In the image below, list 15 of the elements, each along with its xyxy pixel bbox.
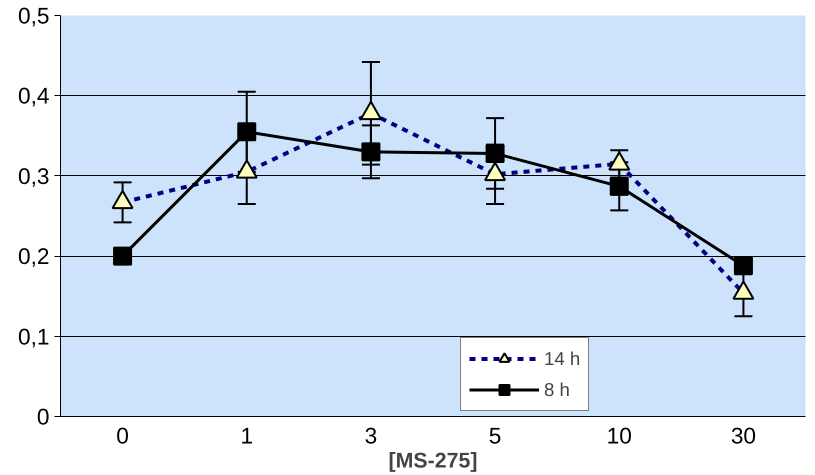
y-tick-label: 0,5 bbox=[18, 2, 50, 28]
x-axis-title: [MS-275] bbox=[388, 448, 478, 472]
legend-label: 8 h bbox=[544, 378, 570, 400]
x-tick-label: 0 bbox=[116, 422, 129, 448]
x-tick-label: 3 bbox=[364, 422, 378, 448]
x-tick-label: 5 bbox=[488, 422, 502, 448]
y-tick-label: 0,3 bbox=[18, 162, 50, 189]
x-tick-label: 1 bbox=[240, 422, 254, 448]
legend-label: 14 h bbox=[544, 348, 580, 370]
y-tick-label: 0,2 bbox=[18, 243, 50, 270]
y-tick-label: 0,4 bbox=[18, 82, 50, 109]
x-tick-label: 10 bbox=[606, 422, 632, 448]
y-tick-label: 0 bbox=[36, 404, 50, 430]
y-tick-label: 0,1 bbox=[18, 323, 50, 350]
x-tick-label: 30 bbox=[730, 422, 756, 448]
